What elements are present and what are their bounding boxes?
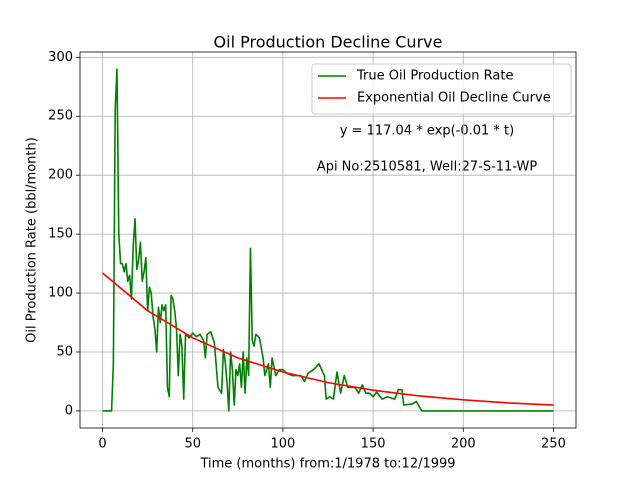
x-axis-label: Time (months) from:1/1978 to:12/1999	[199, 457, 455, 472]
data-line	[102, 68, 554, 412]
y-tick-label: 0	[65, 403, 73, 418]
plot-frame	[79, 51, 577, 429]
y-axis-label: Oil Production Rate (bbl/month)	[25, 137, 40, 343]
y-tick-label: 200	[48, 168, 73, 183]
y-tick-label: 100	[48, 286, 73, 301]
x-tick-label: 0	[98, 437, 106, 452]
chart-title: Oil Production Decline Curve	[214, 33, 443, 52]
x-tick-label: 100	[270, 437, 295, 452]
x-tick-label: 50	[184, 437, 201, 452]
y-tick-label: 150	[48, 227, 73, 242]
legend-box	[311, 63, 572, 115]
y-tick-label: 50	[56, 344, 73, 359]
annotation: Api No:2510581, Well:27-S-11-WP	[317, 160, 538, 175]
legend-label: Exponential Oil Decline Curve	[357, 91, 551, 106]
legend-label: True Oil Production Rate	[356, 69, 513, 84]
y-tick-label: 300	[48, 50, 73, 65]
annotation: y = 117.04 * exp(-0.01 * t)	[340, 124, 514, 139]
data-line	[102, 272, 554, 406]
x-tick-label: 250	[541, 437, 566, 452]
y-tick-label: 250	[48, 109, 73, 124]
x-tick-label: 150	[361, 437, 386, 452]
x-tick-label: 200	[451, 437, 476, 452]
